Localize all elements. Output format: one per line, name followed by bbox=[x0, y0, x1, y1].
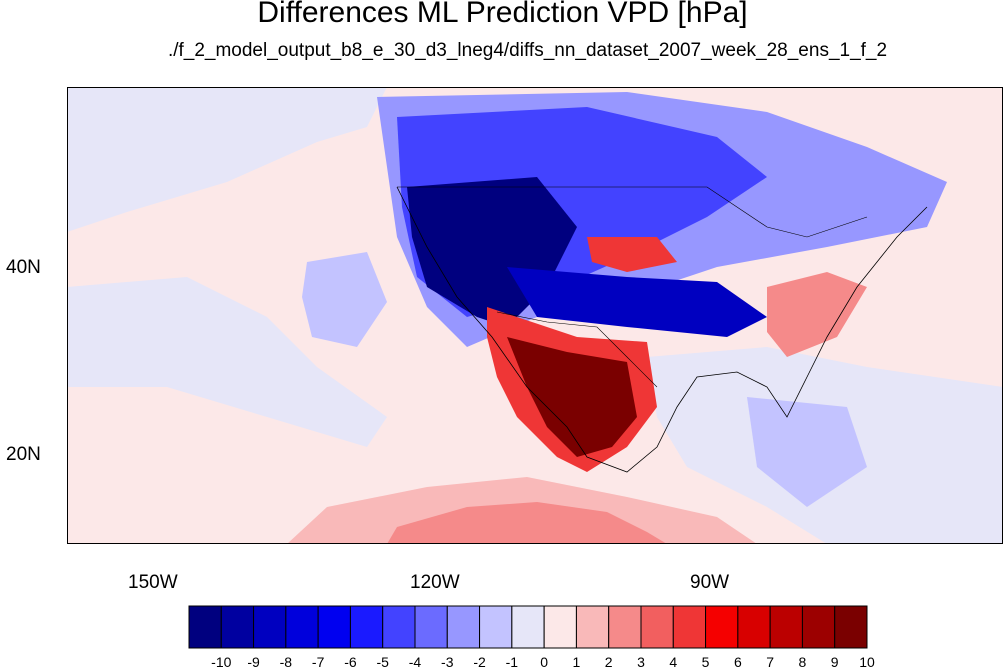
colorbar-tick-label: -6 bbox=[344, 654, 357, 670]
colorbar-swatch bbox=[253, 605, 287, 649]
north-america-coastline bbox=[396, 186, 928, 473]
colorbar-swatch bbox=[285, 605, 319, 649]
us-canada-border bbox=[397, 186, 868, 238]
colorbar-tick-label: 10 bbox=[859, 654, 875, 670]
colorbar-swatch bbox=[414, 605, 448, 649]
colorbar-tick-label: 8 bbox=[798, 654, 807, 670]
colorbar-tick-label: 3 bbox=[637, 654, 645, 670]
colorbar-swatch bbox=[640, 605, 674, 649]
colorbar-tick-label: 4 bbox=[669, 654, 678, 670]
vpd-difference-map bbox=[67, 87, 1003, 544]
colorbar-swatch bbox=[188, 605, 222, 649]
colorbar-swatch bbox=[543, 605, 577, 649]
lat-label-40n: 40N bbox=[6, 257, 41, 278]
colorbar-swatch bbox=[446, 605, 481, 649]
colorbar-tick-label: 0 bbox=[540, 654, 549, 670]
colorbar-tick-label: -3 bbox=[441, 654, 454, 670]
colorbar-swatch bbox=[220, 605, 255, 649]
colorbar-tick-label: -5 bbox=[376, 654, 389, 670]
colorbar-swatch bbox=[479, 605, 513, 649]
atlantic-blue-patch bbox=[747, 397, 867, 507]
colorbar-swatch bbox=[608, 605, 642, 649]
colorbar-tick-label: -9 bbox=[247, 654, 260, 670]
colorbar-swatch bbox=[349, 605, 384, 649]
colorbar-swatch bbox=[737, 605, 771, 649]
colorbar-swatch bbox=[834, 605, 868, 649]
map-frame bbox=[67, 87, 1003, 544]
colorbar-tick-label: -7 bbox=[311, 654, 325, 670]
map-title: Differences ML Prediction VPD [hPa] bbox=[257, 0, 748, 29]
colorbar-tick-label: -8 bbox=[279, 654, 293, 670]
map-subtitle: ./f_2_model_output_b8_e_30_d3_lneg4/diff… bbox=[167, 40, 888, 61]
colorbar-tick-label: -2 bbox=[473, 654, 486, 670]
lon-label-90w: 90W bbox=[690, 572, 730, 593]
east-coast-positive bbox=[767, 272, 867, 357]
colorbar-swatch bbox=[769, 605, 803, 649]
colorbar-tick-label: 7 bbox=[766, 654, 775, 670]
pacific-light-blue-region bbox=[67, 87, 387, 232]
colorbar-tick-label: 9 bbox=[830, 654, 839, 670]
colorbar-tick-label: -4 bbox=[408, 654, 422, 670]
colorbar-tick-label: 5 bbox=[701, 654, 710, 670]
us-mexico-border bbox=[496, 311, 658, 388]
colorbar-tick-label: -1 bbox=[505, 654, 519, 670]
central-us-blue-band bbox=[507, 267, 767, 337]
lat-label-20n: 20N bbox=[6, 444, 41, 465]
colorbar-tick-label: 6 bbox=[733, 654, 742, 670]
colorbar-tick-label: 1 bbox=[572, 654, 581, 670]
colorbar-tick-label: 2 bbox=[604, 654, 613, 670]
colorbar-swatch bbox=[801, 605, 836, 649]
colorbar-swatch bbox=[705, 605, 739, 649]
colorbar-swatch bbox=[317, 605, 351, 649]
colorbar bbox=[188, 605, 868, 649]
colorbar-swatch bbox=[382, 605, 416, 649]
pacific-light-blue-band bbox=[67, 277, 387, 447]
colorbar-tick-label: -10 bbox=[211, 654, 232, 670]
pacific-blue-patch bbox=[302, 252, 387, 347]
colorbar-swatch bbox=[511, 605, 545, 649]
lon-label-150w: 150W bbox=[128, 572, 178, 593]
lon-label-120w: 120W bbox=[410, 572, 460, 593]
midwest-positive-patch bbox=[587, 237, 677, 272]
southern-red-core bbox=[387, 502, 667, 544]
southwest-positive-peak bbox=[507, 337, 637, 457]
colorbar-swatch bbox=[575, 605, 610, 649]
colorbar-swatch bbox=[672, 605, 707, 649]
